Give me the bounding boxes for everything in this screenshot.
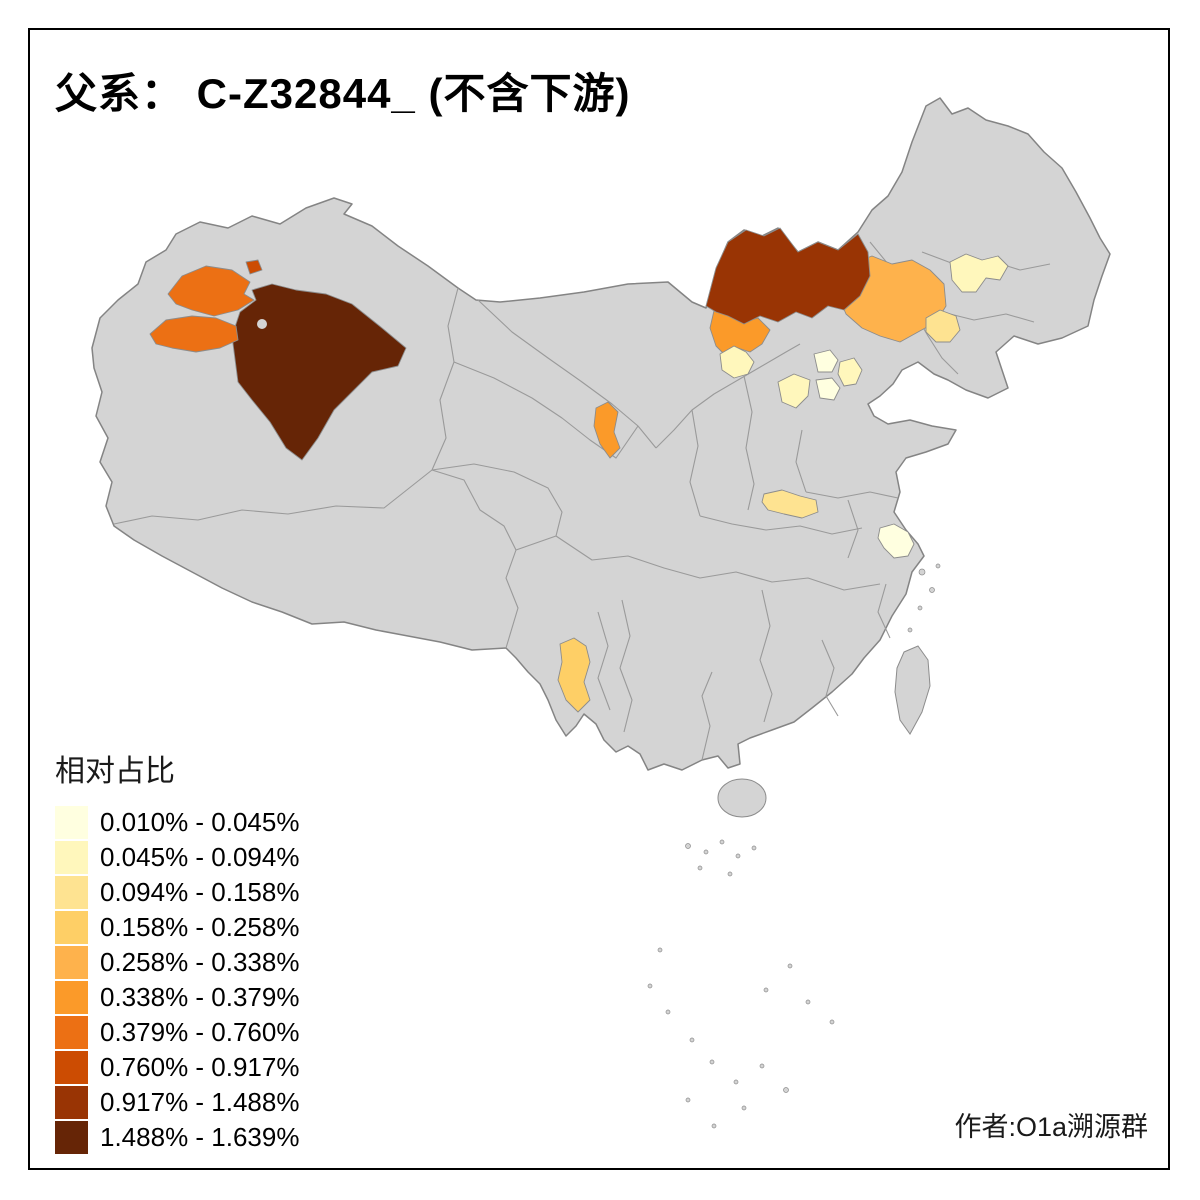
region-east-xinjiang-darkest-brown — [231, 283, 407, 461]
legend-swatch — [55, 1086, 88, 1119]
legend-item: 0.338% - 0.379% — [55, 981, 299, 1014]
colored-regions — [149, 227, 1009, 713]
region-tianjin-cream — [815, 377, 841, 401]
legend-swatch — [55, 1051, 88, 1084]
legend-item-label: 0.338% - 0.379% — [100, 982, 300, 1012]
legend-item-label: 0.010% - 0.045% — [100, 807, 300, 837]
region-hohhot-pale-yellow — [719, 345, 755, 379]
legend-item: 0.158% - 0.258% — [55, 911, 299, 944]
legend-item-label: 0.094% - 0.158% — [100, 877, 300, 907]
region-beijing-cream-2 — [837, 357, 863, 387]
legend-swatch — [55, 1121, 88, 1154]
legend-item: 0.917% - 1.488% — [55, 1086, 299, 1119]
legend-swatch — [55, 946, 88, 979]
region-west-xinjiang-orange — [149, 315, 239, 353]
legend-item-label: 0.917% - 1.488% — [100, 1087, 300, 1117]
islands — [647, 563, 941, 1129]
legend-item: 0.094% - 0.158% — [55, 876, 299, 909]
region-yunnan-light-orange — [557, 637, 591, 713]
province-boundaries — [113, 241, 1051, 761]
region-hebei-cream — [777, 373, 811, 409]
region-gansu-orange-strip — [593, 401, 621, 459]
legend-swatch — [55, 841, 88, 874]
legend-swatch — [55, 981, 88, 1014]
legend: 相对占比 0.010% - 0.045% 0.045% - 0.094% 0.0… — [55, 746, 299, 1156]
region-beijing-cream-1 — [813, 349, 839, 373]
region-northeast-pale-yellow — [949, 253, 1009, 293]
legend-item: 0.760% - 0.917% — [55, 1051, 299, 1084]
taiwan-island — [894, 645, 931, 735]
legend-item-label: 0.258% - 0.338% — [100, 947, 300, 977]
legend-swatch — [55, 1016, 88, 1049]
legend-item: 0.045% - 0.094% — [55, 841, 299, 874]
legend-title: 相对占比 — [55, 755, 175, 788]
legend-item-label: 0.158% - 0.258% — [100, 912, 300, 942]
hainan-island — [717, 778, 767, 818]
legend-item: 1.488% - 1.639% — [55, 1121, 299, 1154]
legend-item: 0.379% - 0.760% — [55, 1016, 299, 1049]
region-jilin-light-yellow — [925, 309, 961, 343]
legend-item-label: 0.760% - 0.917% — [100, 1052, 300, 1082]
coastal-islets — [907, 563, 941, 633]
south-china-sea-islets — [647, 839, 835, 1129]
legend-item-label: 0.045% - 0.094% — [100, 842, 300, 872]
region-urumqi-gray-spot — [257, 319, 267, 329]
region-henan-light-yellow — [761, 489, 819, 519]
legend-item-label: 1.488% - 1.639% — [100, 1122, 300, 1152]
legend-item-label: 0.379% - 0.760% — [100, 1017, 300, 1047]
legend-swatch — [55, 911, 88, 944]
legend-swatch — [55, 806, 88, 839]
region-north-xinjiang-orange — [167, 265, 255, 317]
region-west-inner-mongolia-dark-brown — [705, 227, 871, 325]
legend-item: 0.010% - 0.045% — [55, 806, 299, 839]
attribution-text: 作者:O1a溯源群 — [954, 1112, 1148, 1142]
region-north-xinjiang-small-dark-orange — [245, 259, 263, 275]
region-shanghai-cream — [877, 523, 915, 559]
legend-item: 0.258% - 0.338% — [55, 946, 299, 979]
map-title: 父系： C-Z32844_ (不含下游) — [55, 70, 631, 117]
legend-swatch — [55, 876, 88, 909]
